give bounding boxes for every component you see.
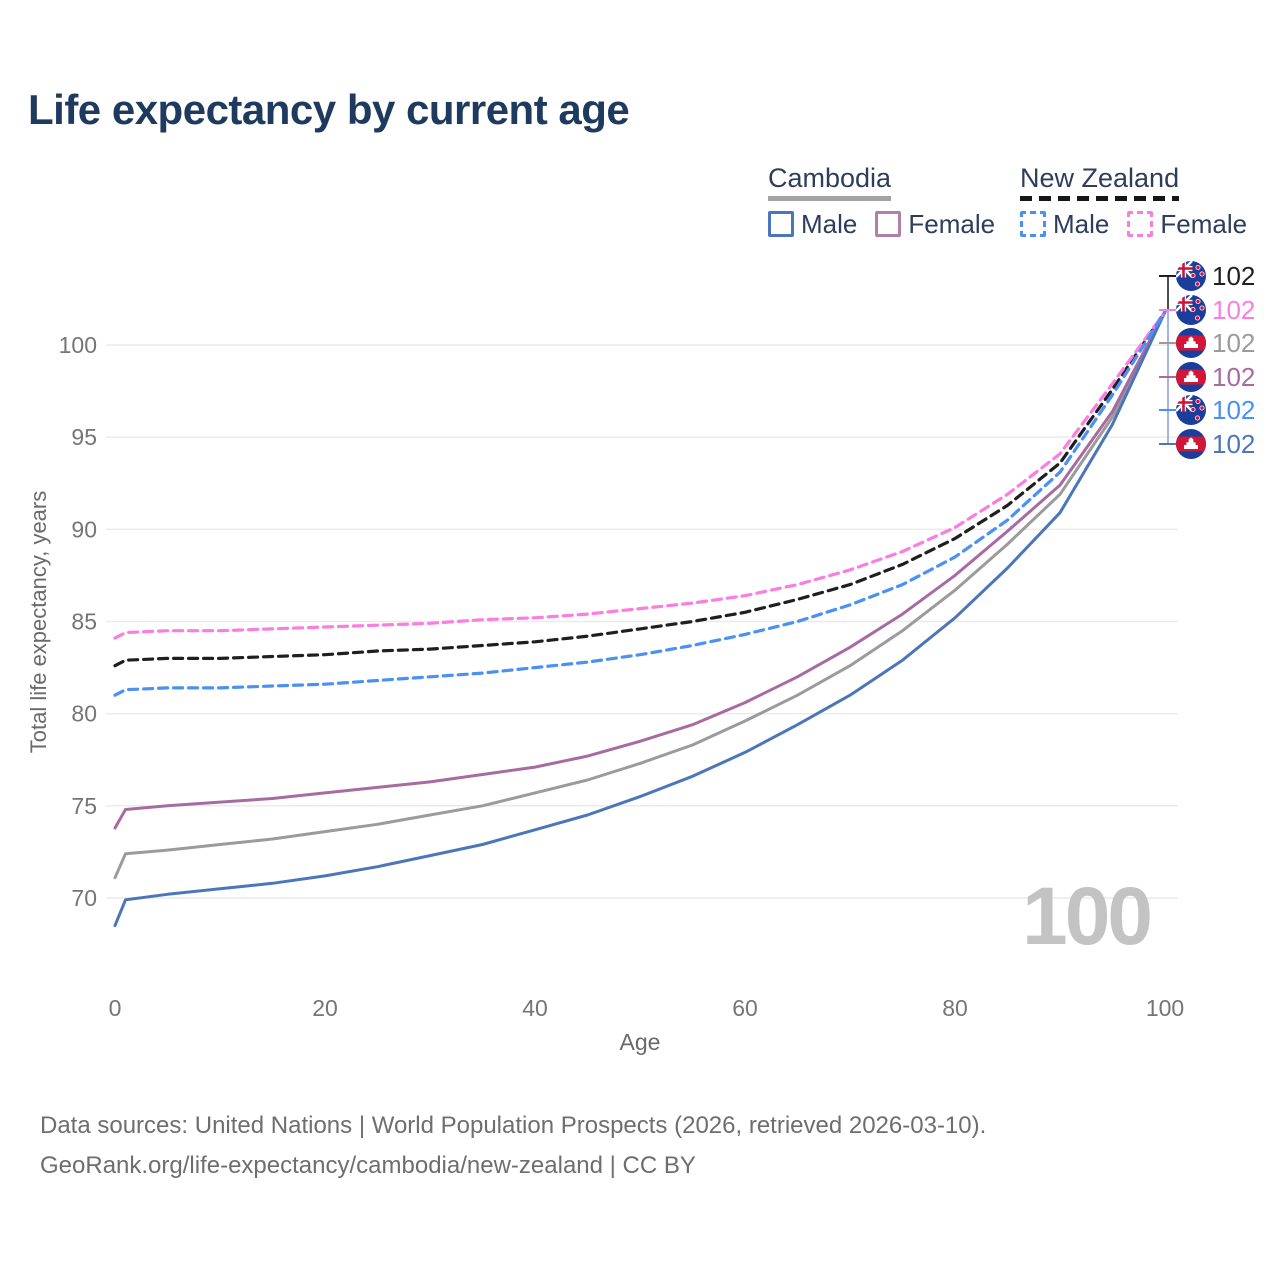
legend-items: Male Female <box>768 210 1013 238</box>
new-zealand-flag-icon <box>1176 395 1206 425</box>
cambodia-flag-icon <box>1176 328 1206 358</box>
series-line-cambodia-both-sexes <box>113 310 1167 880</box>
age-counter-watermark: 100 <box>1022 871 1150 962</box>
legend-item-label: Male <box>801 209 858 239</box>
legend-items: Male Female <box>1020 210 1265 238</box>
y-tick-label: 75 <box>71 793 97 819</box>
series-line-new-zealand-female <box>113 310 1167 640</box>
end-value-label: 102 <box>1212 261 1255 291</box>
source-url-line: GeoRank.org/life-expectancy/cambodia/new… <box>40 1152 696 1179</box>
legend-line-style-sample <box>768 196 892 201</box>
y-tick-label: 95 <box>71 424 97 450</box>
legend-group-label[interactable]: Cambodia <box>768 163 892 193</box>
cambodia-flag-icon <box>1176 429 1206 459</box>
end-value-label: 102 <box>1212 362 1255 392</box>
legend-group-label[interactable]: New Zealand <box>1020 163 1180 193</box>
legend-swatch-icon <box>1020 211 1046 237</box>
legend-item-label: Female <box>908 209 996 239</box>
legend-swatch-icon <box>768 211 794 237</box>
legend-group-cambodia: Cambodia Male Female <box>768 163 1013 238</box>
new-zealand-flag-icon <box>1176 295 1206 325</box>
y-axis-title: Total life expectancy, years <box>26 491 51 754</box>
y-tick-label: 80 <box>71 701 97 727</box>
y-tick-label: 90 <box>71 516 97 542</box>
page-title: Life expectancy by current age <box>28 86 630 133</box>
end-value-label: 102 <box>1212 328 1255 358</box>
x-axis-title: Age <box>620 1029 661 1055</box>
data-source-attribution: Data sources: United Nations | World Pop… <box>40 1106 986 1186</box>
end-value-label: 102 <box>1212 295 1255 325</box>
series-line-new-zealand-both-sexes <box>113 310 1167 668</box>
series-line-new-zealand-male <box>113 310 1167 697</box>
legend-line-style-sample <box>1020 196 1180 201</box>
series-line-cambodia-male <box>113 310 1167 928</box>
new-zealand-flag-icon <box>1176 261 1206 291</box>
legend-item-new-zealand-male[interactable]: Male <box>1020 210 1109 238</box>
series-line-cambodia-female <box>113 310 1167 830</box>
legend-swatch-icon <box>875 211 902 237</box>
legend-swatch-icon <box>1127 211 1154 237</box>
end-value-label: 102 <box>1212 395 1255 425</box>
y-tick-label: 70 <box>71 885 97 911</box>
x-tick-label: 100 <box>1146 995 1184 1021</box>
x-tick-label: 0 <box>109 995 122 1021</box>
x-tick-label: 40 <box>522 995 548 1021</box>
x-tick-label: 60 <box>732 995 758 1021</box>
y-tick-label: 85 <box>71 609 97 635</box>
cambodia-flag-icon <box>1176 362 1206 392</box>
data-source-line: Data sources: United Nations | World Pop… <box>40 1112 987 1139</box>
legend-item-label: Male <box>1053 209 1110 239</box>
legend-item-new-zealand-female[interactable]: Female <box>1127 210 1247 238</box>
y-tick-label: 100 <box>59 332 97 358</box>
x-tick-label: 20 <box>312 995 338 1021</box>
legend-item-label: Female <box>1160 209 1248 239</box>
legend-item-cambodia-male[interactable]: Male <box>768 210 857 238</box>
end-value-label: 102 <box>1212 429 1255 459</box>
legend-group-new-zealand: New Zealand Male Female <box>1020 163 1265 238</box>
x-tick-label: 80 <box>942 995 968 1021</box>
legend-item-cambodia-female[interactable]: Female <box>875 210 995 238</box>
